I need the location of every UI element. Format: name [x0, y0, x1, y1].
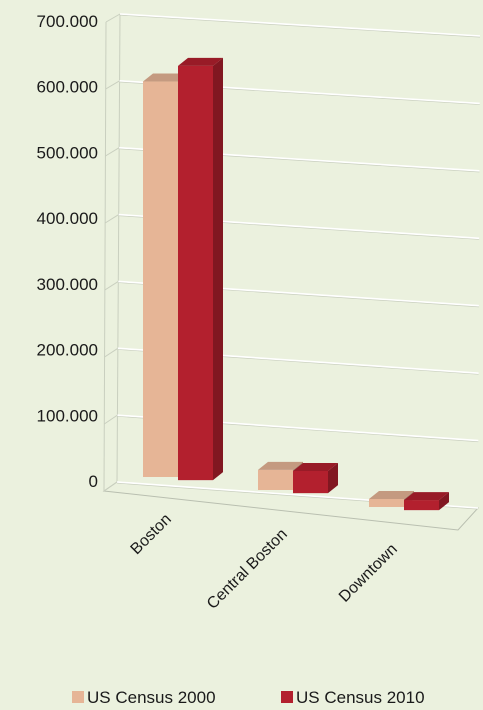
- bar-top-face: [178, 57, 223, 66]
- bar-top-face: [404, 492, 449, 501]
- bar-top-face: [258, 461, 303, 470]
- bar: [404, 492, 449, 511]
- legend-item: US Census 2010: [281, 688, 425, 707]
- left-wall-gridline: [103, 481, 118, 492]
- bar: [178, 57, 223, 481]
- bar-front-face: [369, 498, 404, 507]
- left-wall-front-edge: [103, 21, 107, 492]
- y-tick-label: 200.000: [37, 341, 98, 360]
- left-wall-gridline: [105, 147, 120, 157]
- legend-label: US Census 2000: [87, 688, 216, 707]
- gridline-shadow: [119, 14, 481, 38]
- y-tick-label: 700.000: [37, 12, 98, 31]
- bars: [143, 57, 449, 511]
- left-wall-gridline: [104, 414, 118, 425]
- legend-swatch: [72, 691, 84, 703]
- y-axis: 0 100.000 200.000 300.000 400.000 500.000 600.…: [37, 12, 98, 491]
- y-tick-label: 600.000: [37, 78, 98, 97]
- legend-item: US Census 2000: [72, 688, 216, 707]
- bar-side-face: [213, 57, 223, 481]
- bar-top-face: [143, 73, 188, 82]
- bar-side-face: [439, 492, 449, 511]
- category-label: Downtown: [336, 541, 401, 606]
- left-wall-edge: [116, 13, 121, 483]
- legend-label: US Census 2010: [296, 688, 425, 707]
- x-axis: Boston Central Boston Downtown: [128, 511, 401, 613]
- gridline: [119, 13, 481, 37]
- bar-front-face: [143, 81, 178, 478]
- left-wall-gridline: [104, 347, 119, 358]
- left-wall-gridline: [105, 80, 120, 90]
- y-tick-label: 400.000: [37, 209, 98, 228]
- bar-front-face: [404, 500, 439, 511]
- y-tick-label: 300.000: [37, 275, 98, 294]
- category-label: Central Boston: [204, 526, 291, 613]
- bar: [293, 462, 338, 494]
- bar-top-face: [293, 462, 338, 471]
- category-label: Boston: [128, 511, 175, 558]
- bar-front-face: [178, 65, 213, 481]
- y-tick-label: 500.000: [37, 143, 98, 162]
- y-tick-label: 0: [89, 472, 98, 491]
- left-wall-gridline: [104, 281, 119, 291]
- bar-side-face: [328, 462, 338, 494]
- y-tick-label: 100.000: [37, 406, 98, 425]
- bar-front-face: [293, 470, 328, 494]
- left-wall-gridline: [105, 13, 121, 23]
- bar-top-face: [369, 490, 414, 499]
- bar-front-face: [258, 469, 293, 490]
- legend-swatch: [281, 691, 293, 703]
- left-wall-gridline: [104, 214, 119, 224]
- legend: US Census 2000 US Census 2010: [72, 688, 425, 707]
